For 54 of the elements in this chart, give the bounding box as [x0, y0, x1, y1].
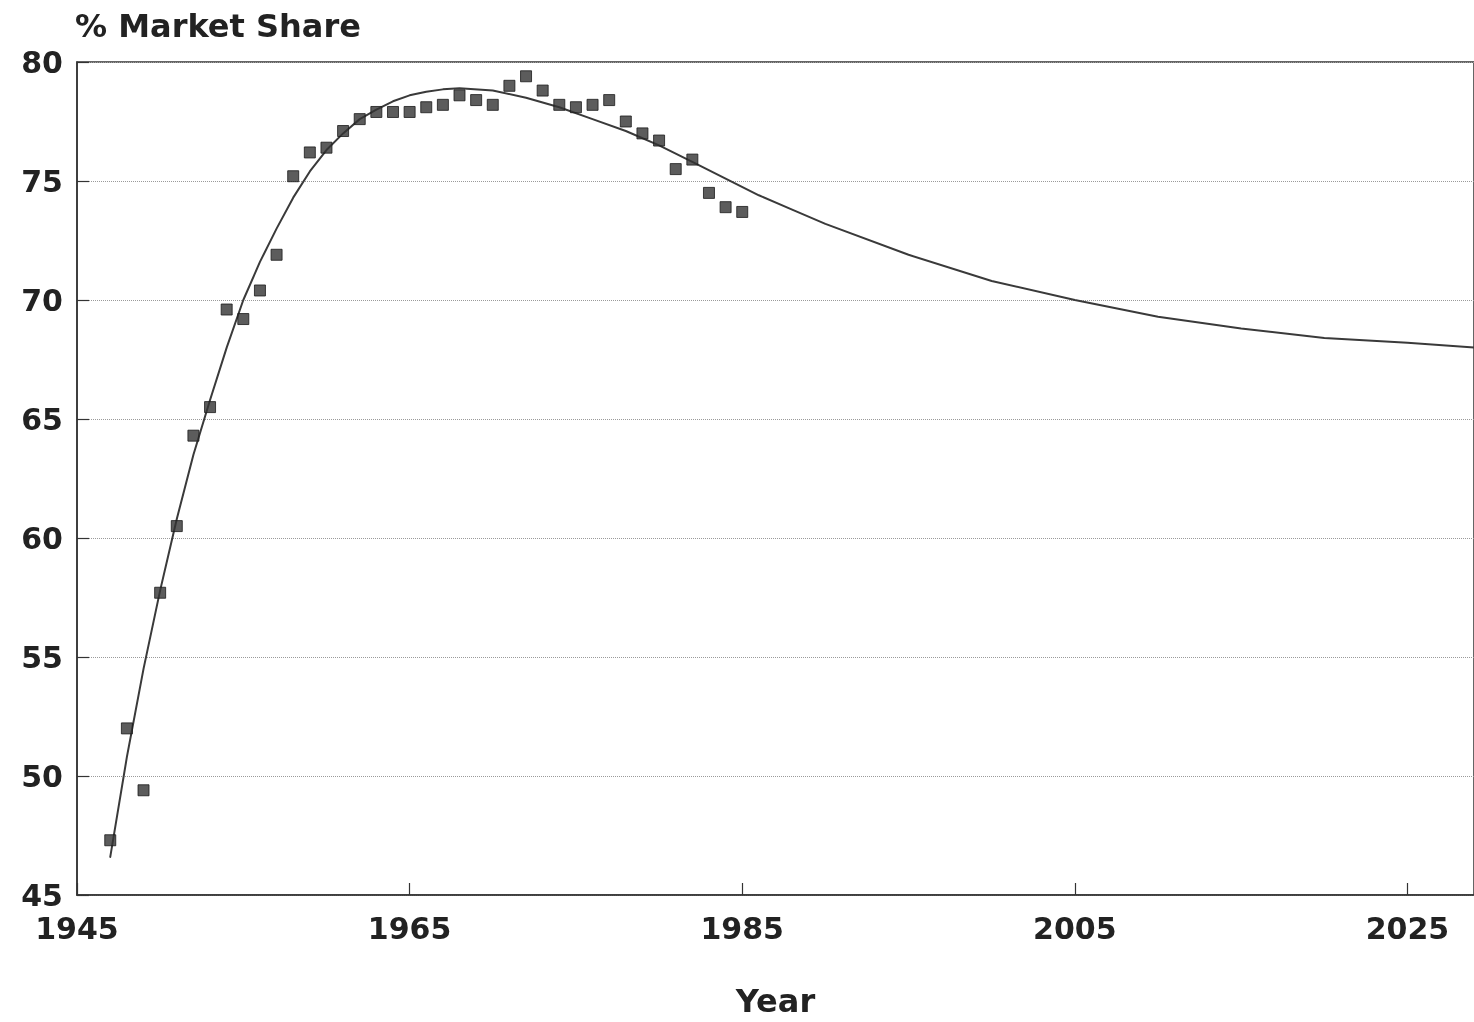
point — [553, 98, 566, 111]
point — [370, 105, 383, 118]
point — [436, 98, 449, 111]
point — [653, 134, 666, 147]
point — [503, 79, 516, 92]
point — [736, 205, 749, 218]
point — [420, 101, 433, 114]
point — [287, 170, 300, 183]
point — [603, 94, 616, 107]
point — [120, 722, 133, 735]
y-tick-label: 60 — [21, 520, 63, 556]
x-axis-title: Year — [734, 982, 816, 1020]
point — [453, 89, 466, 102]
point — [237, 313, 250, 326]
x-tick-label: 1965 — [367, 910, 452, 946]
point — [669, 163, 682, 176]
x-tick-label: 1985 — [700, 910, 784, 946]
point — [303, 146, 316, 159]
point — [253, 284, 266, 297]
point — [470, 94, 483, 107]
x-tick-label: 2005 — [1033, 910, 1117, 946]
y-tick-label: 80 — [21, 44, 63, 80]
x-tick-label: 2025 — [1365, 910, 1450, 946]
point — [270, 248, 283, 261]
point — [403, 105, 416, 118]
point — [220, 303, 233, 316]
point — [187, 429, 200, 442]
point — [719, 201, 732, 214]
point — [386, 105, 399, 118]
point — [170, 520, 183, 533]
point — [137, 784, 150, 797]
point — [520, 70, 533, 83]
y-tick-label: 75 — [21, 163, 63, 199]
point — [154, 586, 167, 599]
y-tick-label: 70 — [21, 282, 63, 318]
point — [586, 98, 599, 111]
y-tick-label: 50 — [21, 758, 63, 794]
point — [320, 141, 333, 154]
y-tick-label: 65 — [21, 401, 63, 437]
point — [536, 84, 549, 97]
point — [636, 127, 649, 140]
x-tick-label: 1945 — [35, 910, 119, 946]
y-tick-label: 45 — [21, 877, 63, 913]
point — [686, 153, 699, 166]
point — [619, 115, 632, 128]
point — [569, 101, 582, 114]
point — [104, 834, 117, 847]
point — [337, 125, 350, 138]
y-axis-title: % Market Share — [75, 7, 361, 45]
point — [353, 113, 366, 126]
point — [204, 401, 217, 414]
y-tick-label: 55 — [21, 639, 63, 675]
point — [702, 186, 715, 199]
point — [486, 98, 499, 111]
